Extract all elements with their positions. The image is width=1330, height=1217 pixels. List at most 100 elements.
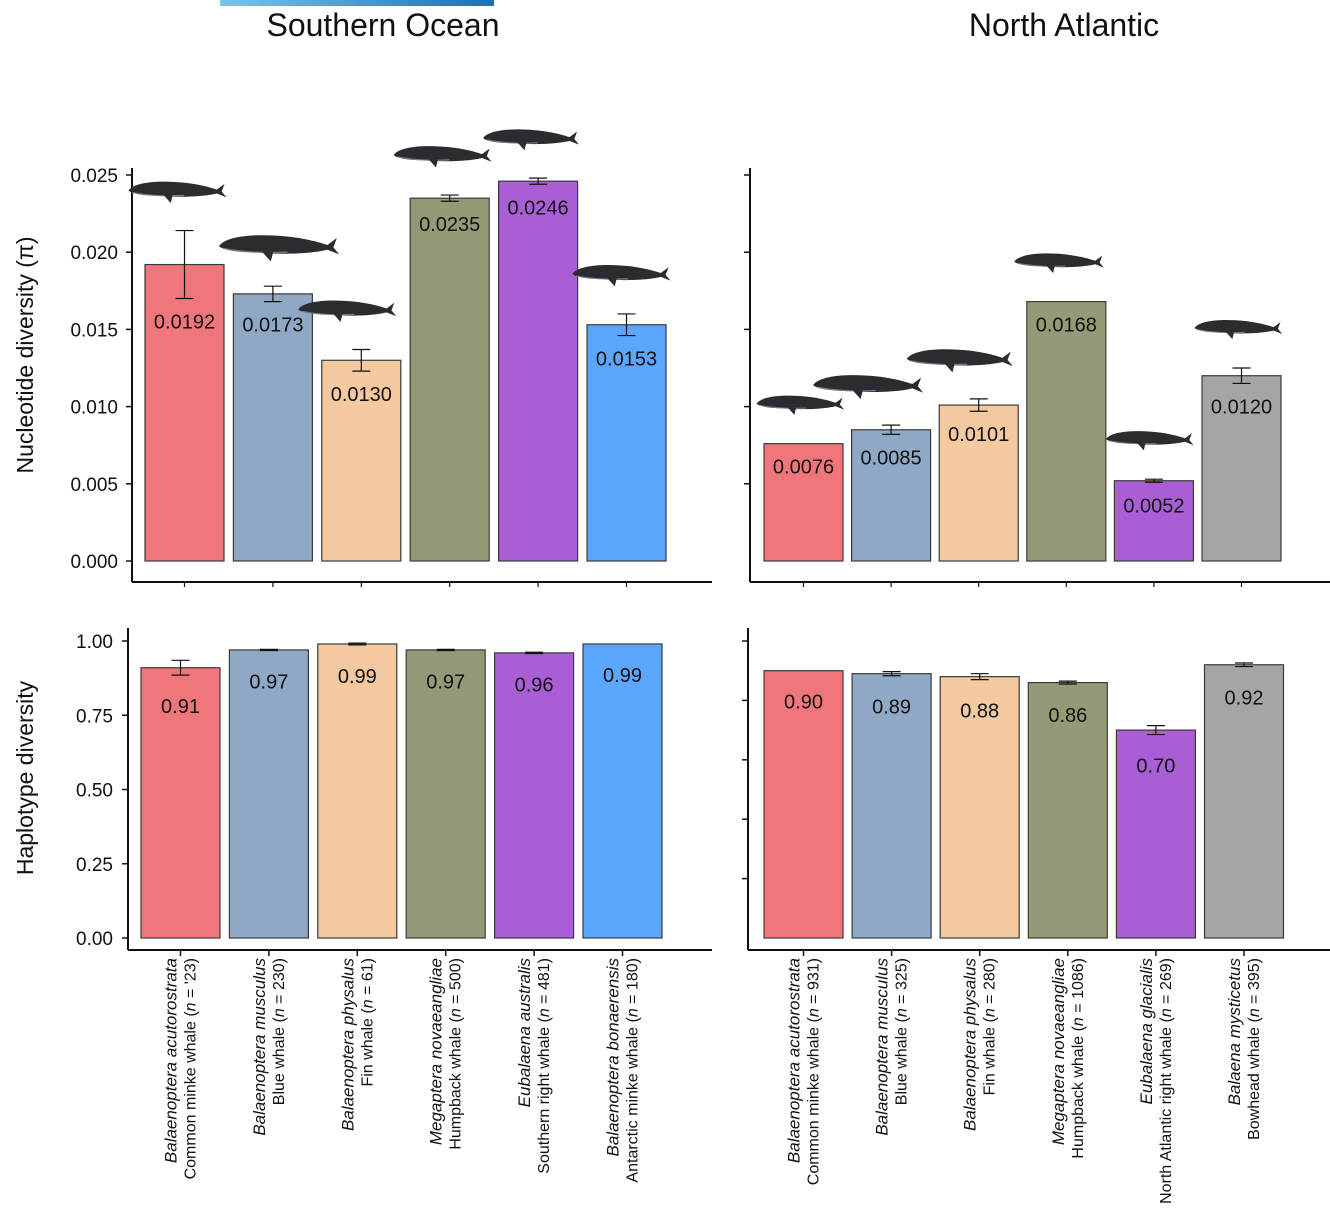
y-axis-label-nucleotide: Nucleotide diversity (π) <box>12 237 38 474</box>
panel-4: 0.90 0.89 0.88 0.86 0.70 0.92 Balaenoptera acu… <box>742 628 1330 1204</box>
y-tick-label: 1.00 <box>76 632 113 653</box>
species-scientific-name: Balaenoptera musculus <box>873 958 892 1136</box>
data-label: 0.0130 <box>331 384 392 406</box>
species-common-name: Blue whale (n = 325) <box>894 958 911 1105</box>
data-label: 0.89 <box>872 697 911 719</box>
whale-illustration-icon <box>756 395 845 415</box>
bar-4 <box>409 197 490 562</box>
panel-title-north-atlantic: North Atlantic <box>969 7 1159 43</box>
species-label: Balaenoptera bonaerensis Antarctic minke … <box>604 958 642 1183</box>
species-scientific-name: Balaenoptera acutorostrata <box>162 958 181 1163</box>
bar-6 <box>1203 664 1285 939</box>
species-scientific-name: Balaenoptera bonaerensis <box>604 958 623 1157</box>
panel-2: 0.0076 0.0085 0.0101 0.0168 0.0052 0.0120 <box>744 168 1330 587</box>
bar-3 <box>938 404 1019 562</box>
species-scientific-name: Balaenoptera physalus <box>338 958 357 1131</box>
data-label: 0.0235 <box>419 214 480 236</box>
data-label: 0.90 <box>784 692 823 714</box>
species-label: Megaptera novaeangliae Humpback whale (n … <box>427 958 465 1150</box>
data-label: 0.99 <box>603 665 642 687</box>
bar-6 <box>582 643 663 939</box>
species-label: Balaena mysticetus Bowhead whale (n = 395… <box>1225 958 1263 1140</box>
data-label: 0.97 <box>426 672 465 694</box>
whale-illustration-icon <box>218 235 340 262</box>
species-common-name: Humpback whale (n = 1086) <box>1070 958 1087 1159</box>
species-common-name: Blue whale (n = 230) <box>271 958 288 1105</box>
bar-5 <box>494 652 575 939</box>
y-tick-label: 0.50 <box>76 781 113 802</box>
bar-1 <box>144 263 225 562</box>
bar-3 <box>317 643 398 939</box>
data-label: 0.0246 <box>508 197 569 219</box>
whale-illustration-icon <box>128 181 227 204</box>
whale-illustration-icon <box>1105 431 1194 451</box>
species-label: Eubalaena glacialis North Atlantic right … <box>1137 958 1175 1204</box>
bar-3 <box>321 359 402 562</box>
bar-1 <box>763 670 844 939</box>
whale-illustration-icon <box>298 300 397 322</box>
species-scientific-name: Balaena mysticetus <box>1225 958 1244 1106</box>
whale-illustration-icon <box>393 146 492 168</box>
y-tick-label: 0.015 <box>70 320 118 341</box>
species-label: Balaenoptera acutorostrata Common minke w… <box>785 958 823 1185</box>
species-common-name: Common minke whale (n = 931) <box>806 958 823 1185</box>
bar-5 <box>498 180 579 562</box>
species-common-name: Humpback whale (n = 500) <box>448 958 465 1150</box>
data-label: 0.86 <box>1048 705 1087 727</box>
species-scientific-name: Eubalaena glacialis <box>1137 958 1156 1105</box>
bar-2 <box>228 649 309 939</box>
data-label: 0.91 <box>161 696 200 718</box>
species-scientific-name: Balaenoptera physalus <box>961 958 980 1131</box>
species-label: Megaptera novaeangliae Humpback whale (n … <box>1049 958 1087 1159</box>
data-label: 0.88 <box>960 701 999 723</box>
data-label: 0.0168 <box>1036 315 1097 337</box>
y-axis-label-haplotype: Haplotype diversity <box>12 680 38 875</box>
species-scientific-name: Megaptera novaeangliae <box>1049 958 1068 1145</box>
bar-2 <box>851 673 932 939</box>
bar-1 <box>140 667 221 939</box>
species-scientific-name: Balaenoptera musculus <box>250 958 269 1136</box>
data-label: 0.0076 <box>773 457 834 479</box>
bar-5 <box>1113 480 1195 562</box>
whale-illustration-icon <box>483 129 579 151</box>
whale-illustration-icon <box>572 265 671 287</box>
species-scientific-name: Megaptera novaeangliae <box>427 958 446 1145</box>
species-common-name: Southern right whale (n = 481) <box>536 958 553 1174</box>
data-label: 0.0153 <box>596 349 657 371</box>
data-label: 0.0101 <box>948 424 1009 446</box>
bar-6 <box>586 324 667 562</box>
bar-2 <box>232 293 313 562</box>
data-label: 0.0085 <box>861 447 922 469</box>
y-tick-label: 0.005 <box>70 475 118 496</box>
data-label: 0.70 <box>1136 756 1175 778</box>
species-scientific-name: Balaenoptera acutorostrata <box>785 958 804 1163</box>
y-tick-label: 0.00 <box>76 929 113 950</box>
species-common-name: North Atlantic right whale (n = 269) <box>1158 958 1175 1204</box>
y-tick-label: 0.025 <box>70 166 118 187</box>
data-label: 0.0173 <box>242 315 303 337</box>
y-tick-label: 0.010 <box>70 398 118 419</box>
y-tick-label: 0.000 <box>70 552 118 573</box>
whale-illustration-icon <box>1014 253 1105 274</box>
whale-illustration-icon <box>1194 320 1283 340</box>
panel-1: 0.025 0.020 0.015 0.010 0.005 0.000 0.0192 0.01… <box>70 166 712 587</box>
bar-2 <box>850 429 932 562</box>
species-label: Eubalaena australis Southern right whale … <box>515 958 553 1174</box>
data-label: 0.0120 <box>1211 396 1272 418</box>
species-common-name: Common minke whale (n = '23) <box>183 958 200 1179</box>
species-common-name: Bowhead whale (n = 395) <box>1246 958 1263 1140</box>
species-scientific-name: Eubalaena australis <box>515 958 534 1108</box>
whale-illustration-icon <box>813 375 924 400</box>
data-label: 0.0192 <box>154 312 215 334</box>
data-label: 0.96 <box>515 674 554 696</box>
species-label: Balaenoptera musculus Blue whale (n = 230… <box>250 958 288 1136</box>
panel-3: 1.00 0.75 0.50 0.25 0.00 0.91 0.97 0.99 0.97 0.96… <box>76 628 712 1183</box>
y-tick-label: 0.020 <box>70 243 118 264</box>
data-label: 0.92 <box>1225 688 1264 710</box>
bar-5 <box>1115 729 1197 939</box>
header-color-strip <box>220 0 494 6</box>
species-common-name: Antarctic minke whale (n = 180) <box>625 958 642 1183</box>
whale-illustration-icon <box>906 349 1013 373</box>
bar-4 <box>1026 301 1107 562</box>
